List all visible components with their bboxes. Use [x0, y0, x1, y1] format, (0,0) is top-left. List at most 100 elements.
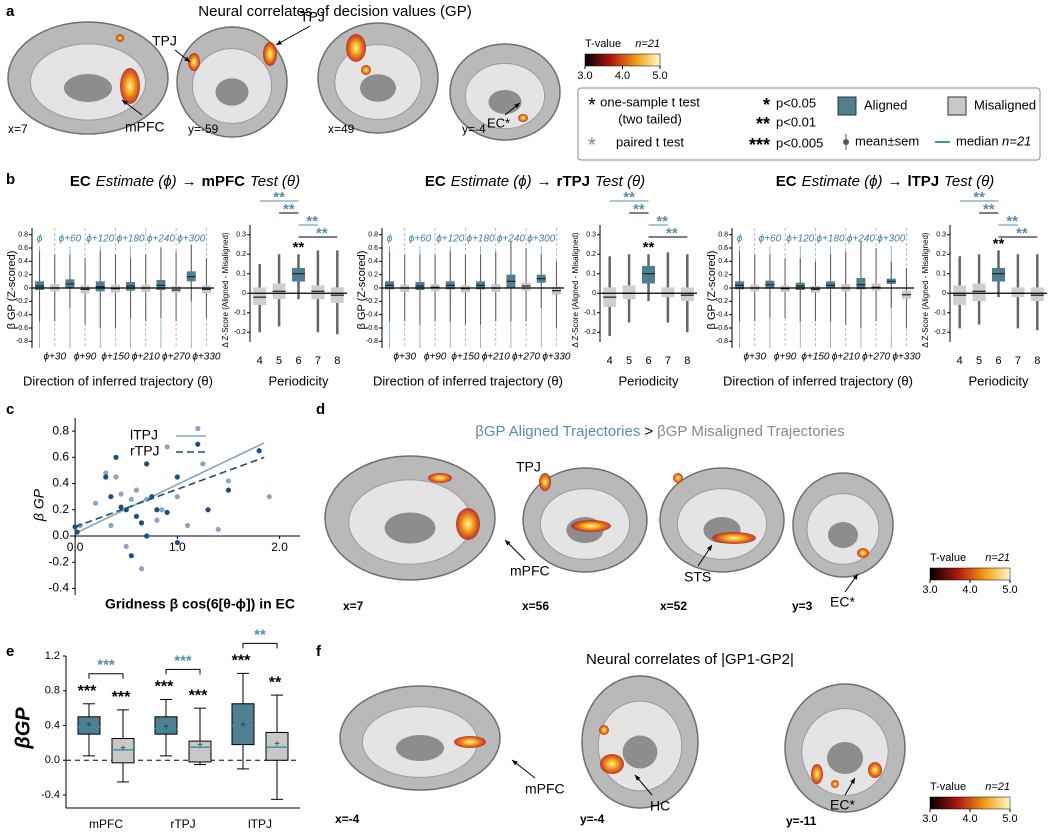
- y-tick-label: 0.1: [236, 271, 246, 278]
- y-tick-label: -0.4: [48, 581, 69, 595]
- comparison-label: **: [666, 225, 678, 242]
- y-tick-label: 0: [592, 290, 596, 297]
- direction-label: ϕ+90: [424, 352, 447, 363]
- direction-label: ϕ+300: [177, 234, 206, 245]
- slice-label: y=-11: [786, 814, 817, 828]
- y-tick-label: 0.1: [936, 271, 946, 278]
- x-tick-label: 5: [276, 355, 282, 367]
- paired-significance: ***: [97, 657, 115, 674]
- activation-blob: [539, 473, 551, 491]
- activation-blob: [571, 520, 611, 532]
- x-axis-label: Direction of inferred trajectory (θ): [723, 373, 913, 388]
- scatter-point: [133, 487, 140, 493]
- activation-blob: [857, 548, 869, 558]
- y-tick-label: -0.2: [48, 554, 69, 568]
- region-label: EC*: [487, 115, 510, 130]
- chart-title: EC Estimate (ϕ) → lTPJ Test (θ): [776, 173, 994, 190]
- direction-label: ϕ: [737, 234, 743, 245]
- y-tick-label: 0.8: [52, 423, 69, 437]
- activation-blob: [263, 42, 277, 66]
- scatter-point: [266, 494, 272, 500]
- box: [231, 703, 255, 746]
- box: [856, 278, 866, 290]
- direction-label: ϕ+300: [877, 234, 906, 245]
- title-part: >: [644, 423, 653, 440]
- direction-label: ϕ+210: [482, 352, 511, 363]
- panel-label: f: [316, 643, 322, 660]
- scatter-point: [256, 448, 262, 454]
- significance: ***: [189, 687, 208, 704]
- chart-title: EC Estimate (ϕ) → rTPJ Test (θ): [425, 173, 645, 190]
- scatter-point: [133, 513, 140, 519]
- y-tick-label: 0: [724, 285, 728, 292]
- title-part: EC: [425, 173, 446, 190]
- title-part: Test (θ): [250, 173, 300, 190]
- legend-text: p<0.05: [776, 95, 816, 110]
- scatter-point: [154, 507, 160, 513]
- arrow-head: [850, 778, 855, 784]
- colorbar-tick-label: 3.0: [577, 70, 592, 82]
- title-part: Estimate (ϕ): [96, 173, 177, 190]
- title-part: →: [887, 173, 902, 190]
- scatter-point: [174, 539, 180, 546]
- scatter-point: [138, 520, 145, 526]
- x-axis-label: Periodicity: [619, 373, 679, 388]
- comparison-label: **: [306, 213, 318, 230]
- significance: **: [269, 674, 282, 691]
- y-tick-label: 0.4: [718, 258, 728, 265]
- scatter-point: [174, 474, 180, 480]
- scatter-point: [200, 461, 206, 467]
- paired-significance: ***: [174, 652, 192, 669]
- x-tick-label: 2.0: [271, 540, 288, 554]
- slice-label: x=-4: [335, 812, 360, 826]
- mean-marker: +: [120, 744, 126, 755]
- box: [311, 285, 325, 300]
- box: [1030, 287, 1044, 302]
- y-tick-label: -0.4: [41, 789, 60, 801]
- panel-label: d: [316, 401, 325, 418]
- y-tick-label: -0.8: [16, 338, 28, 345]
- comparison-label: **: [656, 213, 668, 230]
- y-tick-label: -0.8: [366, 338, 378, 345]
- x-tick-label: rTPJ: [170, 817, 195, 831]
- legend-text: (two tailed): [618, 111, 682, 126]
- significance: **: [993, 235, 1005, 252]
- direction-label: ϕ+30: [393, 352, 416, 363]
- y-axis-label: β GP (Z-scored): [6, 251, 18, 330]
- title-part: →: [537, 173, 552, 190]
- x-tick-label: 5: [976, 355, 982, 367]
- x-tick-label: 4: [957, 355, 963, 367]
- scatter-point: [92, 500, 99, 506]
- title-part: Estimate (ϕ): [802, 173, 883, 190]
- legend-symbol: *: [763, 95, 770, 115]
- scatter-point: [118, 504, 124, 510]
- slice-label: x=7: [343, 599, 364, 613]
- brain-core: [827, 742, 863, 774]
- slice-label: x=7: [8, 122, 28, 136]
- slice-label: y=-59: [188, 122, 219, 136]
- x-tick-label: 1.0: [169, 540, 186, 554]
- scatter-point: [108, 522, 114, 529]
- scatter-point: [108, 494, 114, 500]
- brain-core: [360, 74, 396, 102]
- direction-label: ϕ+180: [817, 234, 846, 245]
- y-tick-label: -0.2: [16, 298, 28, 305]
- box: [77, 716, 101, 735]
- legend-text: one-sample t test: [600, 94, 700, 109]
- x-tick-label: 7: [315, 355, 321, 367]
- colorbar: [929, 796, 1011, 810]
- colorbar-tick-label: 5.0: [1002, 813, 1017, 825]
- region-label: TPJ: [152, 33, 177, 49]
- scatter-point: [225, 478, 232, 484]
- colorbar-tick-label: 4.0: [962, 813, 977, 825]
- y-tick-label: 0.8: [368, 232, 378, 239]
- comparison-label: **: [633, 201, 645, 218]
- scatter-point: [103, 474, 109, 480]
- slice-label: x=56: [522, 599, 549, 613]
- direction-label: ϕ+330: [192, 352, 221, 363]
- activation-blob: [361, 65, 371, 75]
- scatter-point: [103, 470, 109, 476]
- title-part: mPFC: [202, 173, 246, 190]
- mean-marker: +: [163, 722, 169, 733]
- title-part: EC: [776, 173, 797, 190]
